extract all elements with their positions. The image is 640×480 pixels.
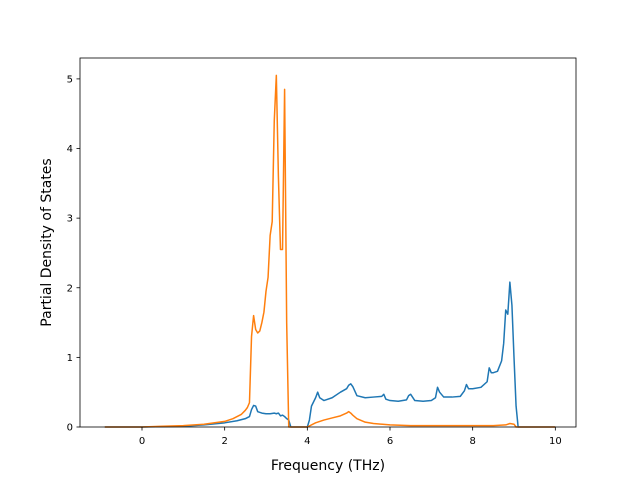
- y-tick-label: 2: [67, 283, 73, 294]
- y-tick-label: 3: [67, 214, 73, 225]
- x-axis-label: Frequency (THz): [271, 458, 385, 474]
- series-line-1: [104, 281, 556, 428]
- x-axis: 0 2 4 6 8 10: [139, 427, 562, 447]
- series-layer: [104, 74, 556, 428]
- y-axis-label: Partial Density of States: [39, 158, 55, 326]
- y-tick-label: 5: [67, 74, 73, 85]
- y-tick-label: 4: [67, 144, 73, 155]
- x-tick-label: 2: [221, 436, 227, 447]
- x-tick-label: 0: [139, 436, 145, 447]
- plot-frame: [79, 57, 577, 428]
- x-tick-label: 8: [469, 436, 475, 447]
- y-axis: 0 1 2 3 4 5: [67, 74, 80, 434]
- y-tick-label: 1: [67, 353, 73, 364]
- y-tick-label: 0: [67, 423, 73, 434]
- series-line-2: [104, 74, 556, 428]
- x-tick-label: 6: [387, 436, 393, 447]
- x-tick-label: 10: [549, 436, 562, 447]
- x-tick-label: 4: [304, 436, 310, 447]
